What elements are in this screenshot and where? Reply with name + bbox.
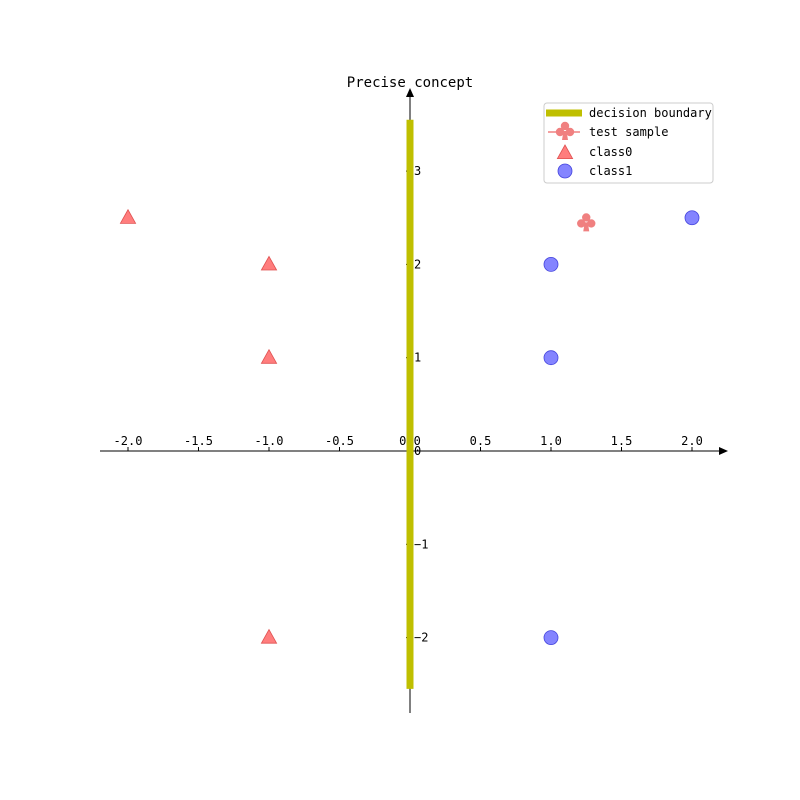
y-tick-label: 0	[414, 444, 421, 458]
legend-label: class1	[589, 164, 632, 178]
legend-class0-swatch	[556, 144, 574, 159]
club-lobe	[587, 219, 596, 228]
y-tick-label: 1	[414, 351, 421, 365]
x-tick-label: 1.5	[611, 434, 633, 448]
class0-point	[260, 255, 278, 271]
club-stem	[583, 222, 590, 232]
plot-area	[119, 119, 700, 689]
x-tick-label: -1.0	[255, 434, 284, 448]
y-tick-label: −2	[414, 631, 428, 645]
test-sample-point	[577, 213, 596, 232]
class0-point	[119, 208, 137, 224]
x-tick-label: 1.0	[540, 434, 562, 448]
class1-point	[543, 256, 559, 272]
x-tick-label: -0.5	[325, 434, 354, 448]
club-lobe	[582, 213, 591, 222]
club-lobe	[555, 127, 565, 137]
legend-label: class0	[589, 145, 632, 159]
x-axis-arrow	[719, 447, 728, 455]
class1-point	[543, 630, 559, 645]
legend-label: test sample	[589, 125, 668, 139]
legend-box	[543, 102, 714, 184]
x-tick-label: -2.0	[114, 434, 143, 448]
x-tick-label: -1.5	[184, 434, 213, 448]
legend: decision boundary test sample class0 class1	[543, 102, 714, 184]
y-tick-label: −1	[414, 537, 428, 551]
legend-label: decision boundary	[589, 106, 712, 120]
club-stem	[562, 131, 568, 140]
legend-class1-swatch	[557, 163, 573, 179]
x-tick-label: 0.5	[470, 434, 492, 448]
class0-point	[260, 348, 278, 364]
y-tick-label: 2	[414, 257, 421, 271]
legend-test-sample-swatch	[555, 121, 575, 140]
class0-point	[260, 628, 278, 644]
class1-point	[684, 210, 700, 226]
club-lobe	[577, 219, 586, 228]
chart-title: Precise concept	[347, 75, 473, 91]
y-axis-arrow	[406, 88, 414, 97]
club-lobe	[565, 127, 575, 137]
class1-point	[543, 350, 559, 366]
x-tick-label: 2.0	[681, 434, 703, 448]
y-tick-label: 3	[414, 164, 421, 178]
club-lobe	[560, 121, 570, 131]
